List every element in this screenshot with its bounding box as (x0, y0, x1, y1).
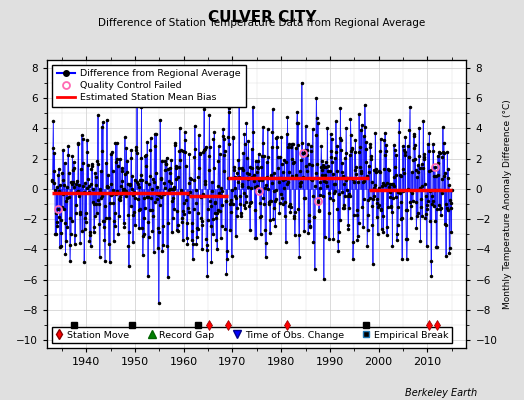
Y-axis label: Monthly Temperature Anomaly Difference (°C): Monthly Temperature Anomaly Difference (… (503, 99, 512, 309)
Text: Berkeley Earth: Berkeley Earth (405, 388, 477, 398)
Legend: Station Move, Record Gap, Time of Obs. Change, Empirical Break: Station Move, Record Gap, Time of Obs. C… (52, 327, 452, 343)
Text: Difference of Station Temperature Data from Regional Average: Difference of Station Temperature Data f… (99, 18, 425, 28)
Text: CULVER CITY: CULVER CITY (208, 10, 316, 25)
